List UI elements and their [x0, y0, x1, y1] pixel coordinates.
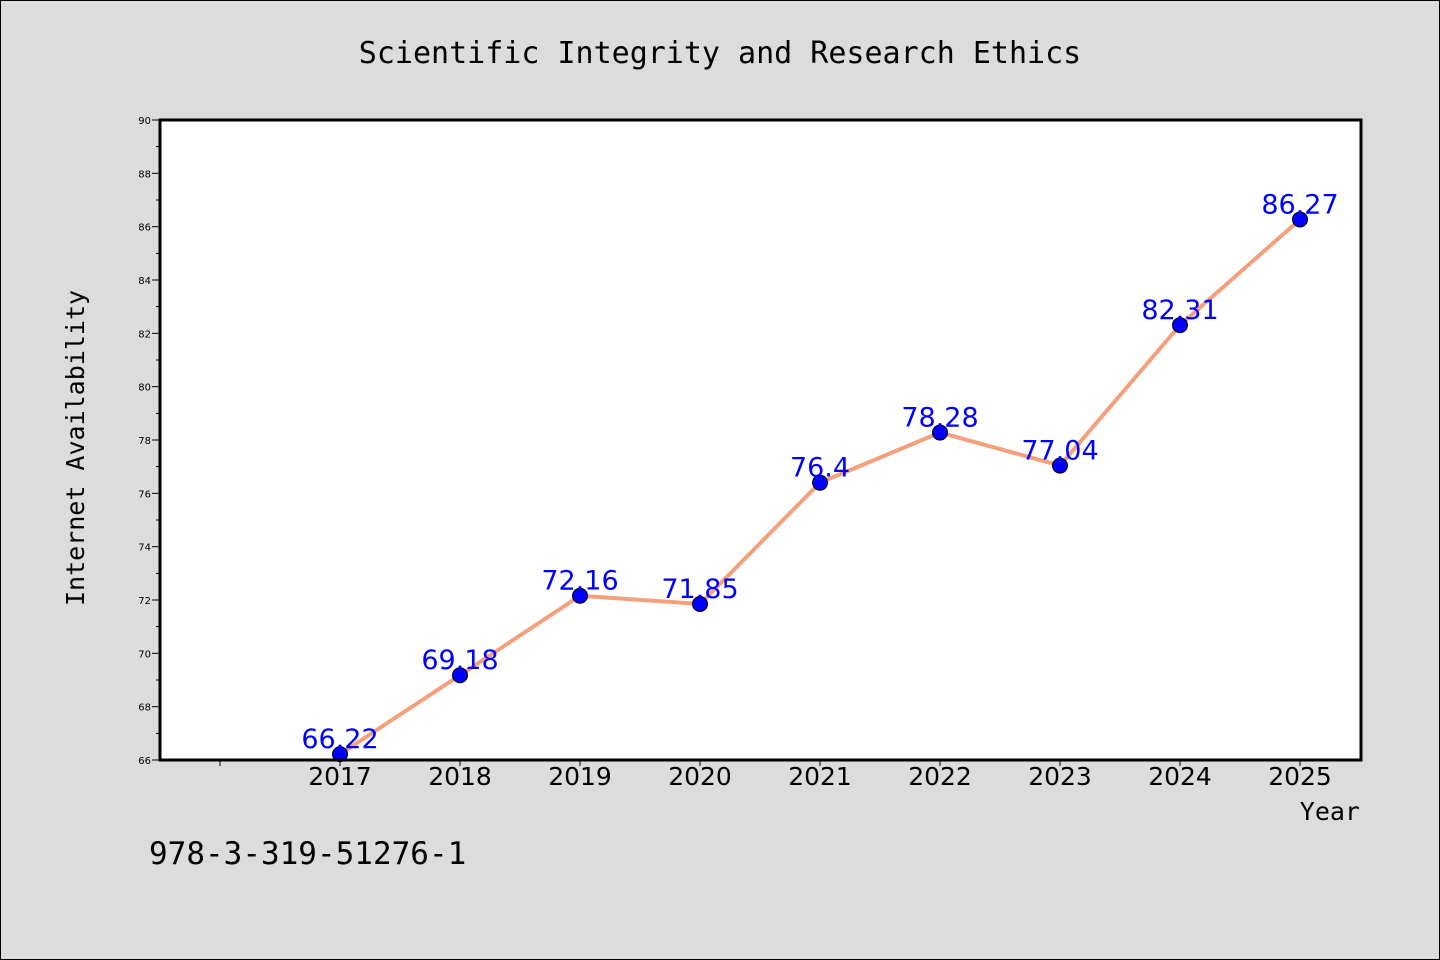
y-tick-label: 66: [138, 756, 151, 767]
isbn-text: 978-3-319-51276-1: [149, 836, 466, 872]
y-axis-label: Internet Availability: [61, 290, 90, 606]
y-tick-label: 80: [138, 383, 151, 394]
x-axis-label: Year: [1300, 797, 1360, 826]
x-tick-label: 2025: [1268, 762, 1332, 791]
x-tick-label: 2019: [548, 762, 612, 791]
y-tick-label: 68: [138, 703, 151, 714]
x-tick-label: 2018: [428, 762, 492, 791]
data-label: 78.28: [901, 403, 978, 434]
x-tick-label: 2022: [908, 762, 972, 791]
y-tick-label: 72: [138, 596, 151, 607]
y-tick-label: 90: [138, 116, 151, 127]
x-tick-label: 2024: [1148, 762, 1212, 791]
data-label: 66.22: [301, 724, 378, 755]
y-tick-label: 82: [138, 329, 151, 340]
y-tick-label: 76: [138, 489, 151, 500]
x-axis: 2017 2018 2019 2020 2021 2022 2023 2024 2025: [219, 760, 1332, 791]
plot-frame: [158, 118, 1363, 762]
data-point: [1292, 211, 1308, 228]
y-tick-label: 70: [138, 649, 151, 660]
y-tick-label: 88: [138, 169, 151, 180]
data-point: [932, 424, 948, 441]
data-label: 69.18: [421, 645, 498, 676]
x-tick-label: 2017: [308, 762, 372, 791]
x-tick-label: 2023: [1028, 762, 1092, 791]
x-tick-label: 2021: [788, 762, 852, 791]
data-point: [1052, 457, 1068, 474]
chart-title: Scientific Integrity and Research Ethics: [359, 36, 1081, 71]
data-label: 72.16: [541, 566, 618, 597]
data-label: 82.31: [1141, 295, 1218, 326]
markers-group: [332, 211, 1308, 763]
y-tick-label: 86: [138, 223, 151, 234]
data-point: [572, 587, 588, 604]
data-label: 77.04: [1021, 436, 1098, 467]
data-label: 86.27: [1261, 189, 1338, 220]
data-label: 76.4: [790, 453, 850, 484]
data-point: [1172, 317, 1188, 334]
y-tick-label: 84: [138, 276, 151, 287]
y-tick-label: 74: [138, 543, 151, 554]
data-label: 71.85: [661, 574, 738, 605]
data-point: [812, 474, 828, 491]
data-point: [332, 746, 348, 763]
data-point: [452, 667, 468, 684]
y-axis: 66 68 70 72 74 76 78 80 82 84 86 88 90: [138, 116, 160, 767]
plot-area: [160, 120, 1361, 760]
data-point: [692, 596, 708, 612]
data-labels-group: 66.22 69.18 72.16 71.85 76.4 78.28 77.04 82.31 8…: [301, 189, 1338, 755]
y-tick-label: 78: [138, 436, 151, 447]
x-tick-label: 2020: [668, 762, 732, 791]
